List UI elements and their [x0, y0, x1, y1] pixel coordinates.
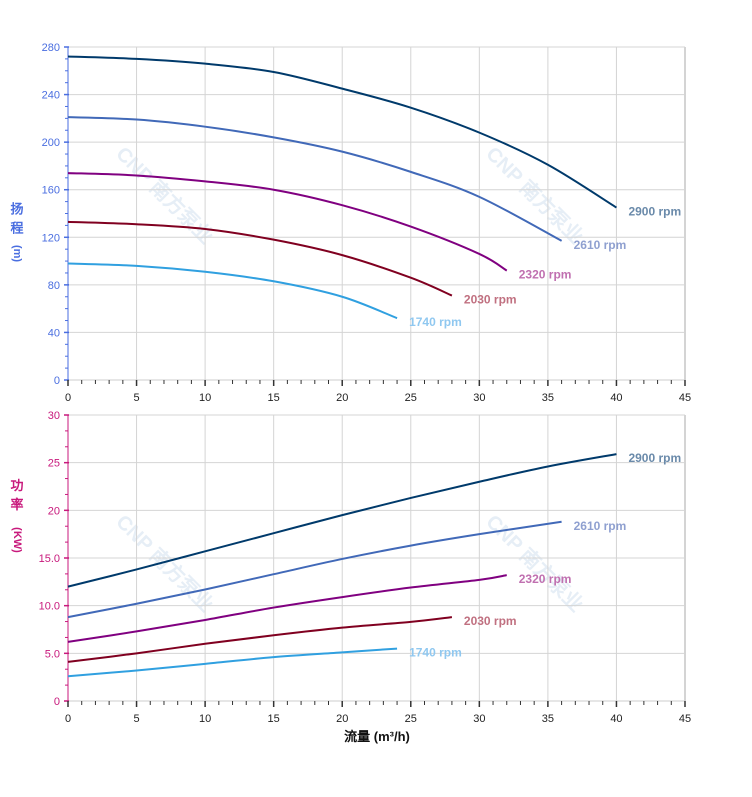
y-tick-label: 80: [48, 280, 60, 292]
series-label: 2030 rpm: [464, 293, 517, 307]
series-line-2900-rpm: [67, 453, 617, 588]
y-tick-label: 280: [42, 42, 60, 54]
x-tick-label: 15: [268, 392, 280, 404]
x-tick-label: 20: [336, 392, 348, 404]
series-line-2320-rpm: [67, 574, 507, 643]
series-line-2320-rpm: [67, 172, 508, 272]
y-tick-label: 30: [48, 410, 60, 422]
series-label: 2610 rpm: [574, 238, 627, 252]
x-tick-label: 30: [473, 713, 485, 725]
y-tick-label: 25: [48, 458, 60, 470]
series-label: 2900 rpm: [628, 451, 681, 465]
y-tick-label: 0: [54, 696, 60, 708]
series-label: 2610 rpm: [574, 519, 627, 533]
x-tick-label: 25: [405, 713, 417, 725]
series-label: 1740 rpm: [409, 315, 462, 329]
y-tick-label: 160: [42, 185, 60, 197]
y-axis-label: 程: [10, 221, 23, 236]
y-tick-label: 10.0: [39, 601, 60, 613]
y-axis-unit: (KW): [11, 527, 23, 553]
series-label: 2900 rpm: [628, 205, 681, 219]
x-tick-label: 40: [610, 392, 622, 404]
x-tick-label: 45: [679, 713, 691, 725]
series-line-2030-rpm: [67, 220, 453, 297]
y-axis-label: 扬: [10, 202, 23, 217]
series-line-2610-rpm: [67, 520, 562, 619]
x-tick-label: 15: [268, 713, 280, 725]
y-tick-label: 120: [42, 232, 60, 244]
series-label: 1740 rpm: [409, 646, 462, 660]
x-tick-label: 35: [542, 392, 554, 404]
series-label: 2320 rpm: [519, 572, 572, 586]
y-tick-label: 15.0: [39, 553, 60, 565]
series-label: 2030 rpm: [464, 614, 517, 628]
y-axis-unit: (m): [11, 245, 23, 262]
series-line-1740-rpm: [67, 262, 398, 320]
x-axis-label: 流量 (m³/h): [344, 729, 410, 744]
y-axis-label: 率: [10, 497, 23, 512]
y-tick-label: 240: [42, 90, 60, 102]
x-tick-label: 35: [542, 713, 554, 725]
x-tick-label: 5: [133, 713, 139, 725]
y-tick-label: 20: [48, 505, 60, 517]
y-tick-label: 5.0: [45, 648, 60, 660]
series-line-2900-rpm: [67, 55, 617, 209]
x-tick-label: 10: [199, 713, 211, 725]
series-label: 2320 rpm: [519, 268, 572, 282]
watermark-logo: CNP 南方泵业: [111, 510, 218, 617]
x-tick-label: 0: [65, 713, 71, 725]
x-tick-label: 5: [133, 392, 139, 404]
y-tick-label: 200: [42, 137, 60, 149]
series-line-1740-rpm: [67, 647, 398, 678]
x-tick-label: 30: [473, 392, 485, 404]
series-line-2610-rpm: [67, 116, 563, 242]
x-tick-label: 25: [405, 392, 417, 404]
x-tick-label: 45: [679, 392, 691, 404]
watermark-logo: CNP 南方泵业: [111, 142, 218, 249]
series-line-2030-rpm: [67, 616, 453, 663]
y-tick-label: 0: [54, 375, 60, 387]
x-tick-label: 20: [336, 713, 348, 725]
x-tick-label: 0: [65, 392, 71, 404]
x-tick-label: 40: [610, 713, 622, 725]
y-axis-label: 功: [10, 478, 23, 493]
x-tick-label: 10: [199, 392, 211, 404]
y-tick-label: 40: [48, 327, 60, 339]
